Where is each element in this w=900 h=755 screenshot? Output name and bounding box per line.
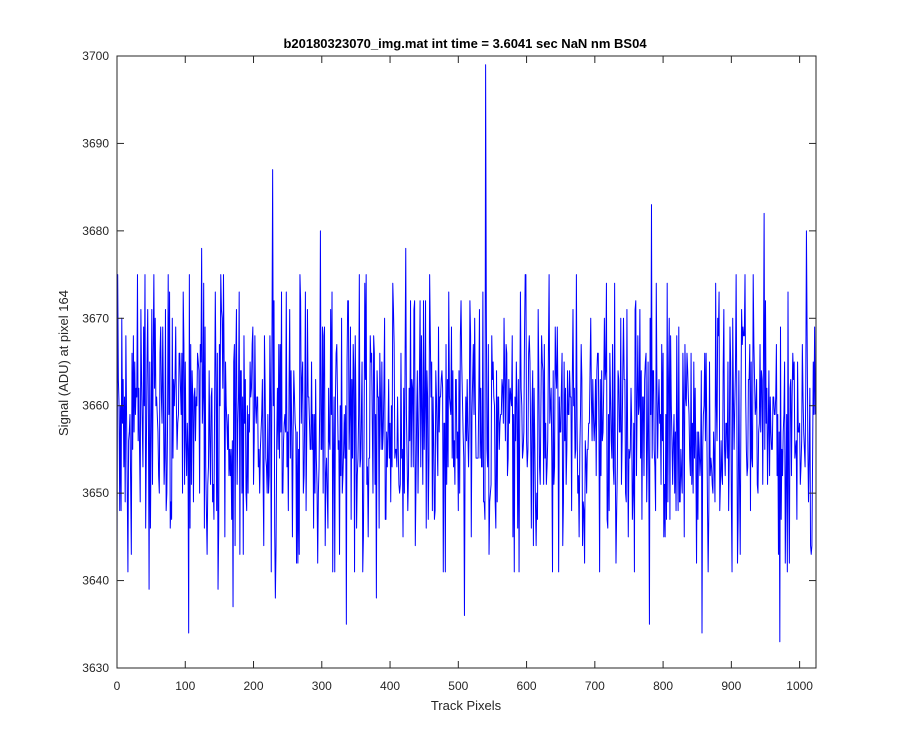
y-tick-label: 3670 — [82, 311, 109, 325]
axis-ticks: 0 100 200 300 400 500 600 700 800 900 1000 3630 3640… — [82, 49, 816, 693]
y-tick-label: 3680 — [82, 224, 109, 238]
x-tick-label: 600 — [517, 679, 537, 693]
plot-area — [117, 56, 816, 668]
y-tick-label: 3630 — [82, 661, 109, 675]
chart-title: b20180323070_img.mat int time = 3.6041 s… — [283, 36, 647, 51]
x-tick-label: 200 — [244, 679, 264, 693]
x-tick-label: 900 — [721, 679, 741, 693]
x-axis-label: Track Pixels — [431, 698, 502, 713]
y-tick-label: 3700 — [82, 49, 109, 63]
x-tick-label: 1000 — [786, 679, 813, 693]
y-tick-label: 3650 — [82, 486, 109, 500]
x-tick-label: 400 — [380, 679, 400, 693]
series-layer — [116, 64, 816, 643]
axes-box — [116, 55, 817, 669]
y-tick-label: 3660 — [82, 399, 109, 413]
x-tick-label: 300 — [312, 679, 332, 693]
y-tick-label: 3690 — [82, 136, 109, 150]
x-tick-label: 100 — [175, 679, 195, 693]
x-tick-label: 500 — [448, 679, 468, 693]
y-tick-label: 3640 — [82, 574, 109, 588]
y-axis-label: Signal (ADU) at pixel 164 — [56, 290, 71, 436]
x-tick-label: 800 — [653, 679, 673, 693]
x-tick-label: 0 — [114, 679, 121, 693]
x-tick-label: 700 — [585, 679, 605, 693]
series-line — [116, 64, 816, 643]
